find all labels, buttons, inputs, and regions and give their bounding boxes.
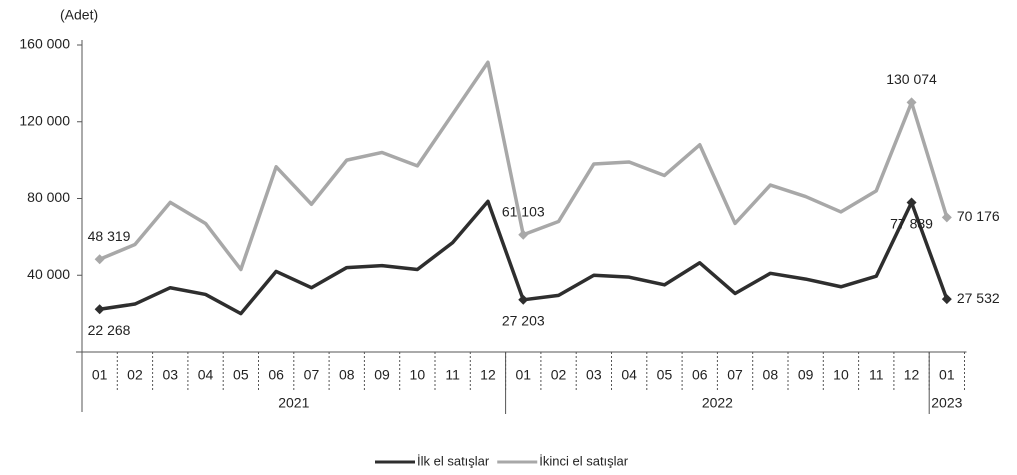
data-label: 27 532 [957,290,1000,306]
x-tick-label: 09 [798,367,814,383]
y-tick-label: 120 000 [19,112,70,128]
x-tick-label: 11 [445,367,460,383]
x-tick-label: 07 [304,367,320,383]
data-label: 61 103 [502,203,545,219]
x-tick-label: 06 [692,367,708,383]
x-tick-label: 01 [92,367,108,383]
x-tick-label: 08 [763,367,779,383]
x-tick-label: 05 [233,367,249,383]
x-tick-label: 04 [621,367,637,383]
x-tick-label: 01 [939,367,955,383]
year-label: 2021 [278,395,309,411]
x-tick-label: 08 [339,367,355,383]
y-tick-label: 40 000 [27,266,70,282]
data-label: 77 889 [890,215,933,231]
data-label: 22 268 [88,322,131,338]
labeled-point [906,97,917,108]
x-tick-label: 11 [869,367,884,383]
y-tick-label: 160 000 [19,36,70,52]
data-label: 130 074 [886,71,937,87]
labeled-point [94,304,105,315]
labeled-point [941,212,952,223]
x-tick-label: 12 [480,367,496,383]
x-tick-label: 02 [551,367,567,383]
x-tick-label: 03 [586,367,602,383]
labeled-point [518,294,529,305]
labeled-point [518,229,529,240]
x-tick-label: 03 [162,367,178,383]
unit-label: (Adet) [60,7,98,23]
year-label: 2023 [931,395,962,411]
legend-label: İkinci el satışlar [539,453,629,468]
data-label: 70 176 [957,208,1000,224]
legend-label: İlk el satışlar [417,453,490,468]
x-tick-label: 06 [268,367,284,383]
x-tick-label: 09 [374,367,390,383]
x-tick-label: 05 [657,367,673,383]
x-tick-label: 01 [515,367,531,383]
x-tick-label: 12 [904,367,920,383]
year-label: 2022 [702,395,733,411]
x-tick-label: 07 [727,367,743,383]
labeled-point [941,294,952,305]
x-tick-label: 04 [198,367,214,383]
x-tick-label: 02 [127,367,143,383]
y-tick-label: 80 000 [27,189,70,205]
x-tick-label: 10 [833,367,849,383]
data-label: 48 319 [88,228,131,244]
data-label: 27 203 [502,313,545,329]
labeled-point [94,254,105,265]
labeled-point [906,197,917,208]
x-tick-label: 10 [410,367,426,383]
